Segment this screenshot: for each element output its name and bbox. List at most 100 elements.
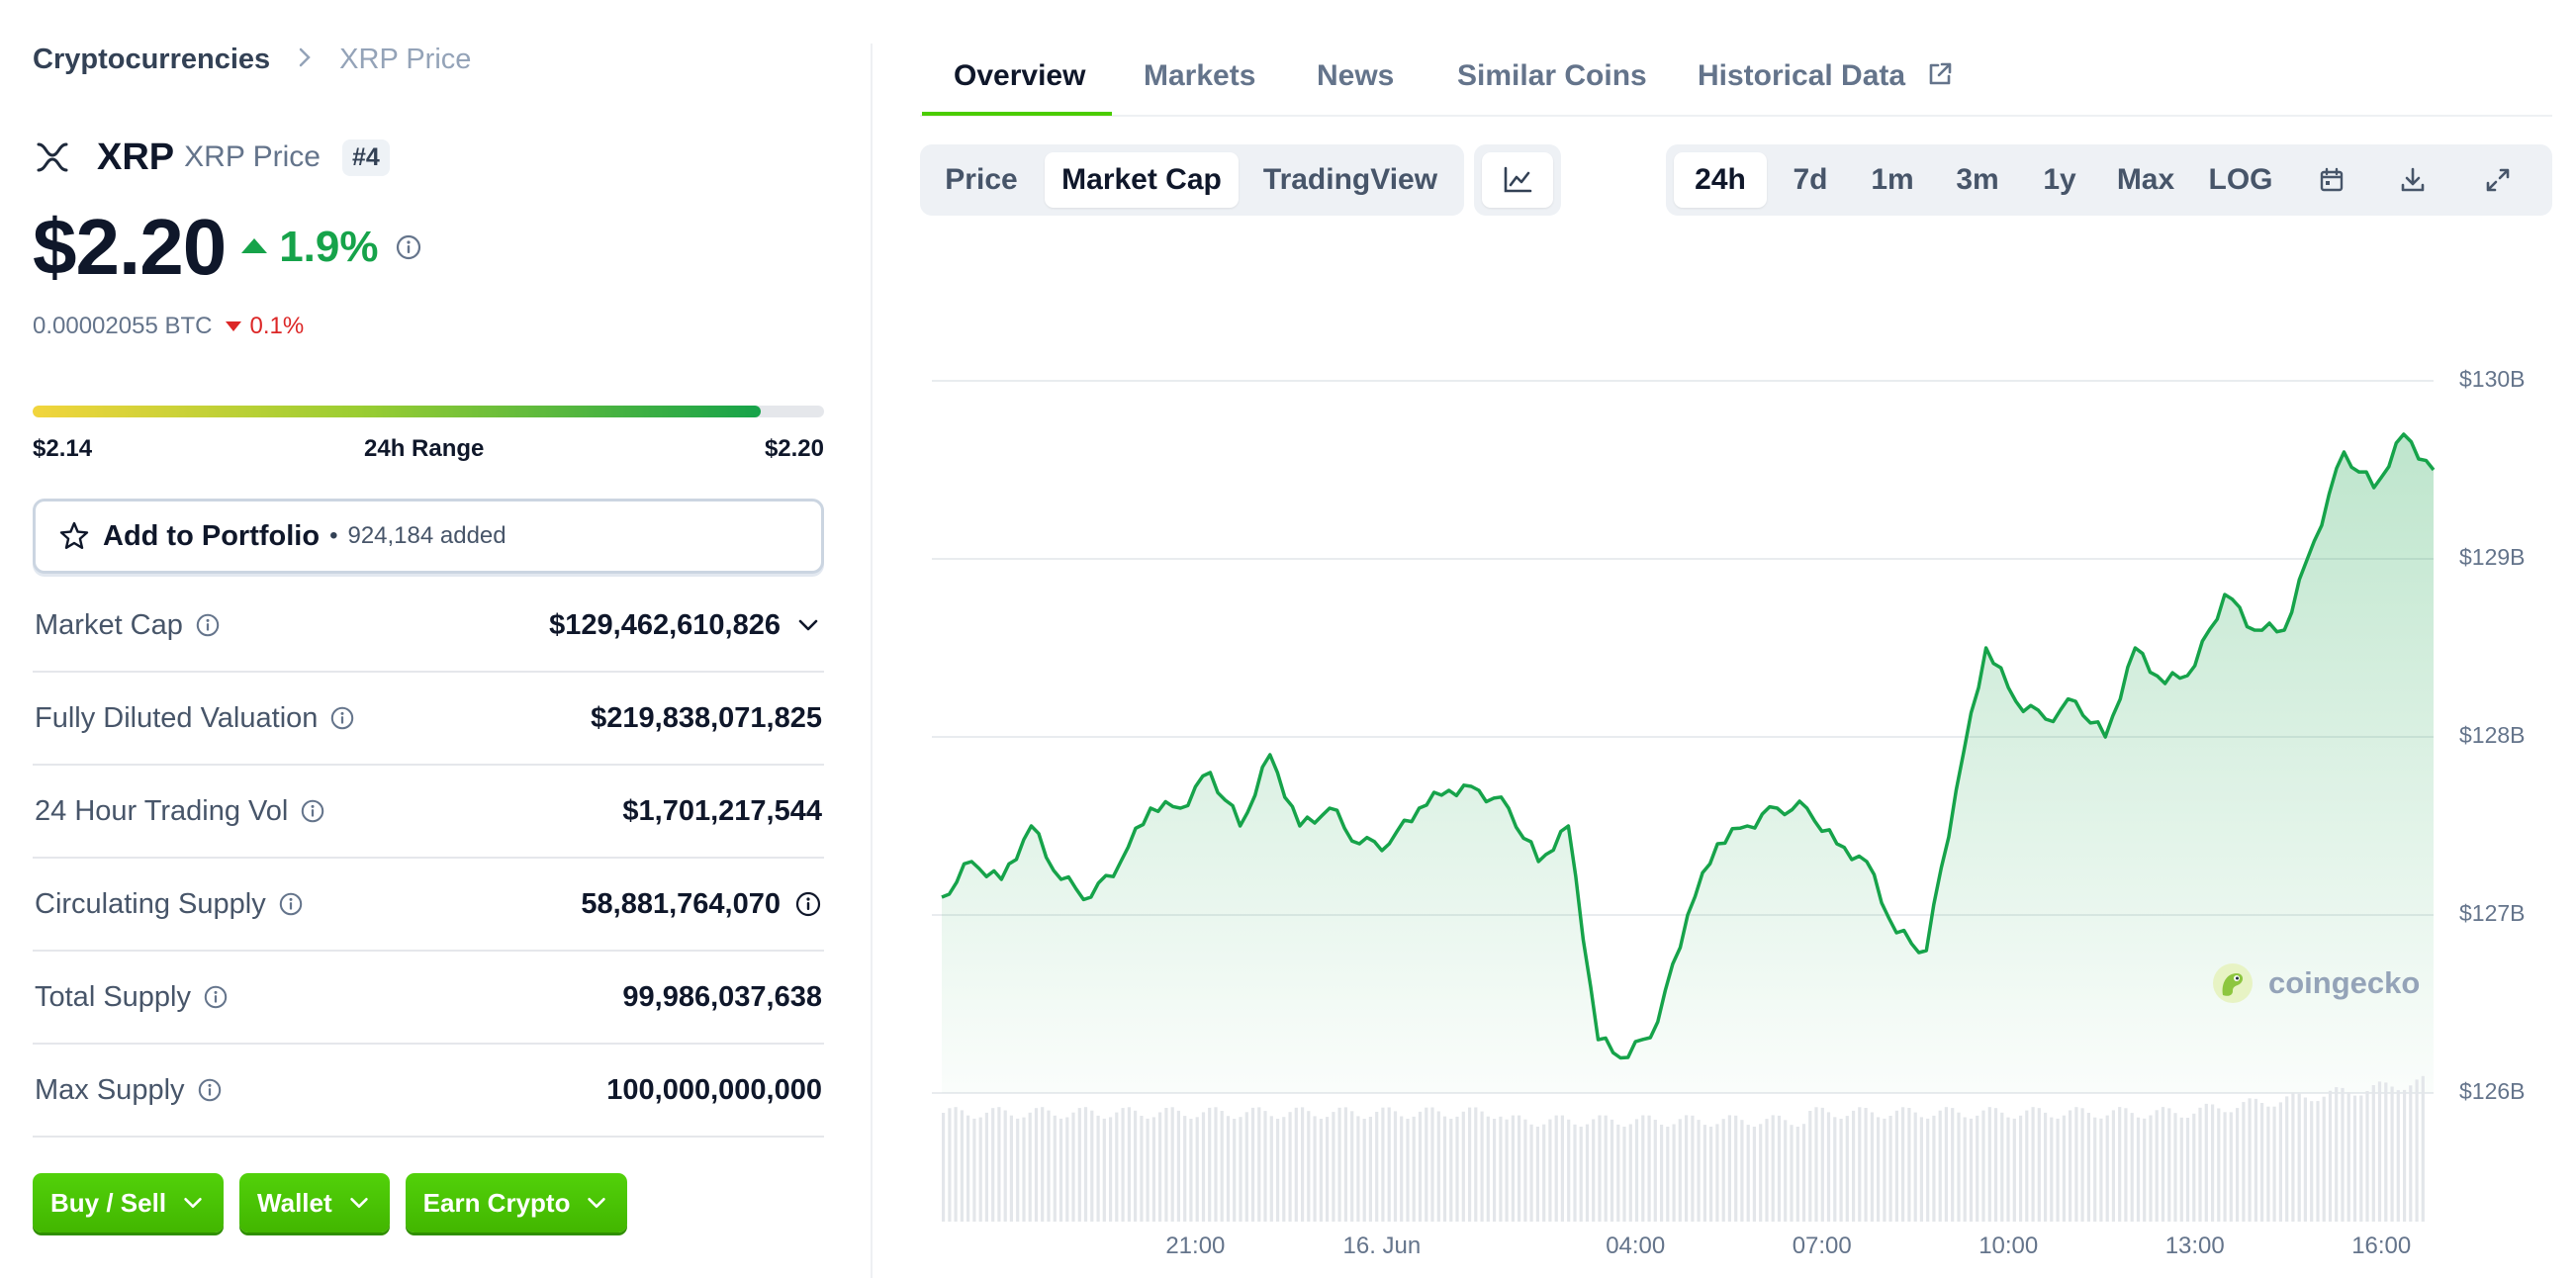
volume-bar bbox=[2062, 1115, 2066, 1222]
volume-bar bbox=[2223, 1112, 2227, 1222]
volume-bar bbox=[1976, 1115, 1979, 1222]
volume-bar bbox=[1170, 1107, 1174, 1222]
info-icon[interactable] bbox=[395, 233, 422, 261]
volume-bar bbox=[1493, 1119, 1497, 1222]
volume-bar bbox=[1610, 1119, 1614, 1222]
fullscreen-button[interactable] bbox=[2455, 152, 2540, 208]
volume-bar bbox=[1535, 1127, 1539, 1222]
volume-bar bbox=[1474, 1107, 1478, 1222]
volume-bar bbox=[1987, 1107, 1991, 1222]
wallet-button[interactable]: Wallet bbox=[239, 1173, 390, 1232]
volume-bar bbox=[1963, 1117, 1967, 1222]
x-tick-label: 16:00 bbox=[2351, 1232, 2412, 1259]
volume-bar bbox=[1499, 1116, 1503, 1222]
volume-bar bbox=[1511, 1115, 1515, 1222]
volume-bar bbox=[1913, 1112, 1917, 1222]
info-icon[interactable] bbox=[300, 798, 325, 824]
volume-bar bbox=[1864, 1108, 1868, 1222]
volume-bar bbox=[1301, 1107, 1305, 1222]
chart-type-tradingview[interactable]: TradingView bbox=[1262, 163, 1438, 196]
panel-divider bbox=[871, 44, 873, 1278]
volume-bar bbox=[1678, 1119, 1682, 1222]
wallet-label: Wallet bbox=[257, 1187, 332, 1218]
add-to-portfolio-button[interactable]: Add to Portfolio • 924,184 added bbox=[33, 499, 824, 574]
info-icon[interactable] bbox=[195, 612, 221, 638]
volume-bar bbox=[1993, 1108, 1998, 1222]
volume-bar bbox=[2229, 1112, 2233, 1222]
breadcrumb: Cryptocurrencies XRP Price bbox=[33, 44, 471, 76]
range-max[interactable]: Max bbox=[2116, 163, 2175, 196]
breadcrumb-cryptocurrencies[interactable]: Cryptocurrencies bbox=[33, 44, 271, 75]
volume-bar bbox=[1041, 1107, 1045, 1222]
range-1y[interactable]: 1y bbox=[2043, 163, 2076, 196]
separator-dot: • bbox=[329, 522, 338, 549]
volume-bar bbox=[2272, 1106, 2276, 1222]
volume-bar bbox=[1685, 1115, 1689, 1222]
volume-bar bbox=[1634, 1119, 1639, 1222]
volume-bar bbox=[2316, 1101, 2320, 1222]
volume-bar bbox=[2236, 1108, 2240, 1222]
volume-bar bbox=[1356, 1116, 1360, 1222]
volume-bar bbox=[1721, 1119, 1725, 1222]
volume-bar bbox=[2019, 1115, 2023, 1222]
chart-canvas[interactable] bbox=[920, 257, 2552, 1278]
range-7d[interactable]: 7d bbox=[1793, 163, 1828, 196]
rank-badge: #4 bbox=[341, 138, 390, 176]
volume-bar bbox=[1208, 1107, 1212, 1222]
volume-bar bbox=[1121, 1108, 1125, 1222]
info-icon[interactable] bbox=[278, 891, 304, 917]
tab-similar-coins[interactable]: Similar Coins bbox=[1457, 59, 1647, 92]
tab-markets[interactable]: Markets bbox=[1144, 59, 1256, 92]
volume-bar bbox=[2099, 1118, 2103, 1222]
volume-bar bbox=[1083, 1107, 1088, 1222]
chart-type-market-cap[interactable]: Market Cap bbox=[1045, 152, 1239, 208]
volume-bar bbox=[2143, 1118, 2147, 1222]
info-icon[interactable] bbox=[203, 984, 229, 1010]
range-log[interactable]: LOG bbox=[2208, 163, 2273, 196]
info-icon[interactable] bbox=[197, 1077, 223, 1103]
volume-bar bbox=[1808, 1111, 1812, 1222]
volume-bar bbox=[2111, 1110, 2115, 1222]
chart-type-price[interactable]: Price bbox=[945, 163, 1018, 196]
current-price: $2.20 bbox=[33, 203, 227, 291]
volume-bar bbox=[2185, 1118, 2190, 1222]
volume-bar bbox=[1102, 1118, 1106, 1222]
volume-bar bbox=[1065, 1117, 1069, 1222]
x-tick-label: 21:00 bbox=[1165, 1232, 1226, 1259]
volume-bar bbox=[1926, 1118, 1930, 1222]
volume-bar bbox=[1746, 1125, 1750, 1222]
stat-value[interactable]: $129,462,610,826 bbox=[549, 609, 822, 642]
stat-row-max-supply: Max Supply 100,000,000,000 bbox=[33, 1045, 824, 1138]
volume-bar bbox=[1047, 1110, 1051, 1222]
volume-bar bbox=[1053, 1115, 1057, 1222]
tab-overview[interactable]: Overview bbox=[954, 59, 1086, 92]
range-3m[interactable]: 3m bbox=[1956, 163, 1999, 196]
btc-change: 0.1% bbox=[226, 313, 304, 340]
volume-bar bbox=[1579, 1127, 1583, 1222]
volume-bar bbox=[2359, 1095, 2363, 1222]
coin-name: XRP bbox=[97, 136, 175, 178]
earn-crypto-button[interactable]: Earn Crypto bbox=[405, 1173, 628, 1232]
range-1m[interactable]: 1m bbox=[1871, 163, 1914, 196]
volume-bar bbox=[1833, 1117, 1837, 1222]
line-chart-button[interactable] bbox=[1482, 152, 1553, 208]
tab-historical-data[interactable]: Historical Data bbox=[1698, 59, 1955, 93]
chevron-down-icon[interactable] bbox=[794, 611, 822, 639]
buy-sell-button[interactable]: Buy / Sell bbox=[33, 1173, 225, 1232]
date-range-button[interactable] bbox=[2293, 152, 2370, 208]
volume-bar bbox=[2297, 1093, 2301, 1222]
chevron-right-icon bbox=[298, 45, 312, 75]
range-24h[interactable]: 24h bbox=[1674, 152, 1767, 208]
volume-bar bbox=[1288, 1112, 1292, 1222]
info-icon[interactable] bbox=[329, 705, 355, 731]
volume-bar bbox=[2204, 1103, 2208, 1222]
download-button[interactable] bbox=[2374, 152, 2451, 208]
volume-bar bbox=[2069, 1110, 2072, 1222]
volume-bar bbox=[1672, 1124, 1676, 1222]
volume-bar bbox=[1981, 1110, 1985, 1222]
tab-news[interactable]: News bbox=[1317, 59, 1395, 92]
stat-row-market-cap: Market Cap $129,462,610,826 bbox=[33, 580, 824, 673]
volume-bar bbox=[2409, 1085, 2413, 1222]
volume-bar bbox=[2173, 1113, 2177, 1222]
info-icon[interactable] bbox=[794, 890, 822, 918]
